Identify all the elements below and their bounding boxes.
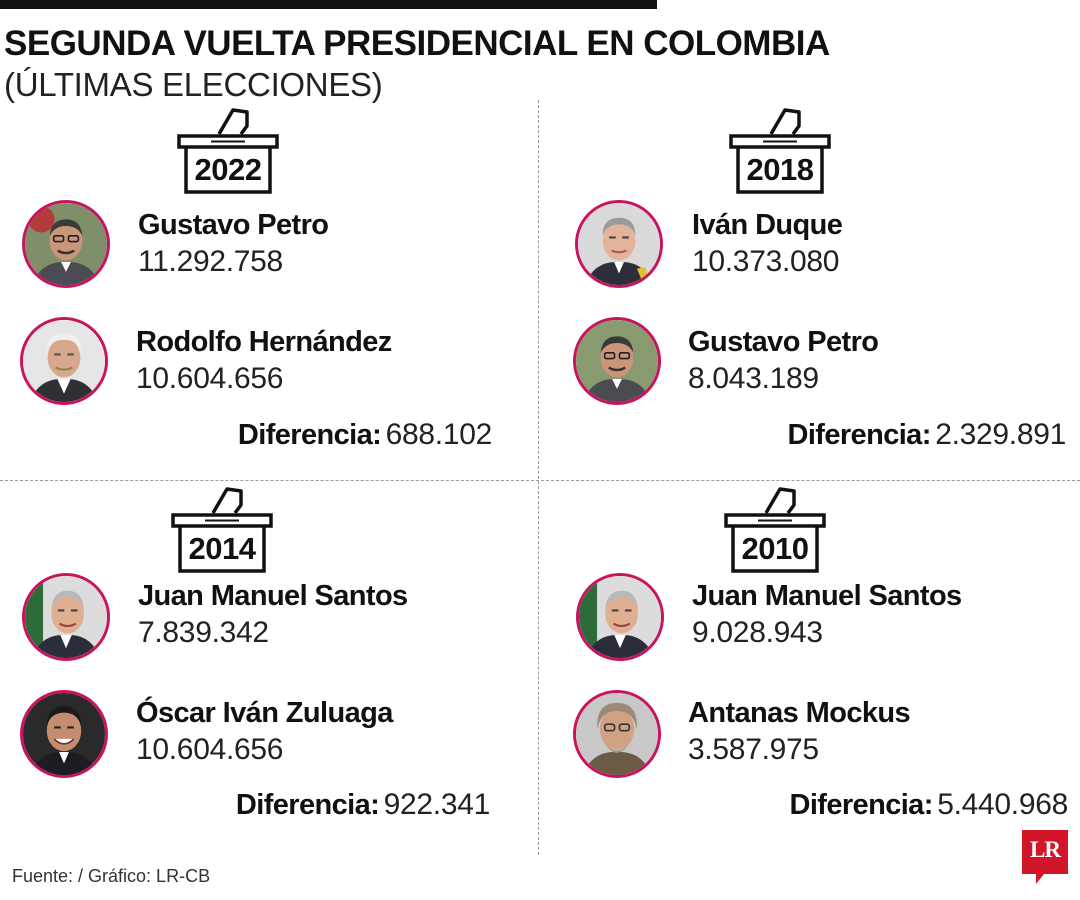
candidate-photo <box>20 317 108 405</box>
candidate-name: Antanas Mockus <box>688 697 911 729</box>
difference-label: Diferencia: <box>237 419 382 451</box>
vote-difference: Diferencia: 5.440.968 <box>789 790 1068 820</box>
candidate-votes: 10.604.656 <box>136 733 284 766</box>
horizontal-divider <box>0 480 1080 481</box>
candidate-photo <box>22 200 110 288</box>
candidate-name: Rodolfo Hernández <box>136 326 392 358</box>
candidate-votes: 8.043.189 <box>688 362 819 395</box>
candidate-photo <box>573 317 661 405</box>
candidate-votes: 11.292.758 <box>138 245 283 278</box>
difference-value: 5.440.968 <box>937 788 1068 821</box>
difference-label: Diferencia: <box>235 789 380 821</box>
candidate-name: Gustavo Petro <box>688 326 879 358</box>
candidate-votes: 3.587.975 <box>688 733 819 766</box>
election-year: 2022 <box>194 152 262 187</box>
ballot-box-icon: 2018 <box>727 104 833 196</box>
source-credit: Fuente: / Gráfico: LR-CB <box>12 866 211 886</box>
election-year: 2010 <box>741 531 809 566</box>
candidate-votes: 7.839.342 <box>138 616 269 649</box>
ballot-box-icon: 2022 <box>175 104 281 196</box>
election-year: 2014 <box>188 531 256 566</box>
candidate-name: Óscar Iván Zuluaga <box>136 697 393 729</box>
candidate-name: Iván Duque <box>692 209 843 241</box>
candidate-votes: 10.604.656 <box>136 362 284 395</box>
candidate-photo <box>575 200 663 288</box>
difference-value: 922.341 <box>383 788 491 821</box>
lr-logo: LR <box>1022 830 1068 886</box>
difference-value: 688.102 <box>385 418 493 451</box>
candidate-photo <box>22 573 110 661</box>
candidate-name: Gustavo Petro <box>138 209 329 241</box>
top-bar <box>0 0 657 9</box>
candidate-photo <box>576 573 664 661</box>
ballot-box-icon: 2010 <box>722 483 828 575</box>
candidate-name: Juan Manuel Santos <box>692 580 962 612</box>
page-title: SEGUNDA VUELTA PRESIDENCIAL EN COLOMBIA <box>4 24 830 63</box>
vote-difference: Diferencia: 688.102 <box>238 420 492 450</box>
vote-difference: Diferencia: 922.341 <box>236 790 490 820</box>
difference-value: 2.329.891 <box>935 418 1066 451</box>
candidate-votes: 9.028.943 <box>692 616 823 649</box>
election-year: 2018 <box>746 152 814 187</box>
vertical-divider <box>538 100 539 855</box>
candidate-photo <box>573 690 661 778</box>
vote-difference: Diferencia: 2.329.891 <box>787 420 1066 450</box>
candidate-name: Juan Manuel Santos <box>138 580 408 612</box>
candidate-photo <box>20 690 108 778</box>
candidate-votes: 10.373.080 <box>692 245 840 278</box>
ballot-box-icon: 2014 <box>169 483 275 575</box>
difference-label: Diferencia: <box>787 419 931 451</box>
logo-text: LR <box>1030 837 1061 862</box>
page-subtitle: (ÚLTIMAS ELECCIONES) <box>4 66 383 103</box>
difference-label: Diferencia: <box>789 789 933 821</box>
